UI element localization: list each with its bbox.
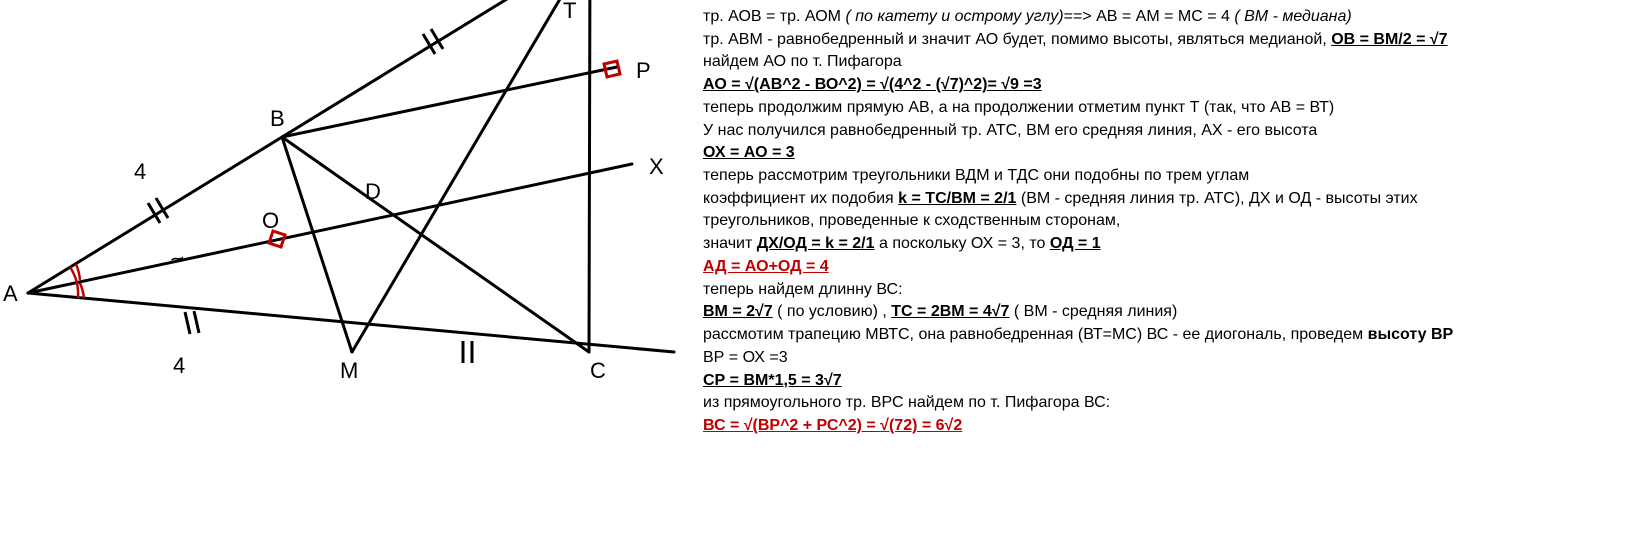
svg-text:~: ~	[168, 245, 187, 274]
label-D: D	[365, 179, 381, 204]
text-segment: рассмотим трапецию МВТС, она равнобедрен…	[703, 326, 1368, 343]
text-segment: ТС = 2ВМ = 4√7	[891, 303, 1009, 320]
text-segment: У нас получился равнобедренный тр. АТС, …	[703, 122, 1317, 139]
label-4a: 4	[134, 159, 146, 184]
solution-line: АД = АО+ОД = 4	[703, 256, 1630, 279]
solution-line: тр. АОВ = тр. АОМ ( по катету и острому …	[703, 6, 1630, 29]
text-segment: теперь найдем длинну ВС:	[703, 281, 903, 298]
label-O: O	[262, 208, 279, 233]
solution-line: тр. АВМ - равнобедренный и значит АО буд…	[703, 29, 1630, 52]
text-segment: ( ВМ - средняя линия)	[1009, 303, 1177, 320]
text-segment: найдем АО по т. Пифагора	[703, 53, 902, 70]
label-P: P	[636, 58, 651, 83]
label-T: T	[563, 0, 576, 23]
solution-line: У нас получился равнобедренный тр. АТС, …	[703, 120, 1630, 143]
solution-line: АО = √(АВ^2 - ВО^2) = √(4^2 - (√7)^2)= √…	[703, 74, 1630, 97]
label-B: B	[270, 106, 285, 131]
text-segment: тр. АОВ = тр. АОМ	[703, 8, 845, 25]
solution-line: из прямоугольного тр. ВРС найдем по т. П…	[703, 392, 1630, 415]
text-segment: ( ВМ - медиана)	[1234, 8, 1351, 25]
text-segment: ( по катету и острому углу)	[845, 8, 1063, 25]
text-segment: ВС = √(ВР^2 + РС^2) = √(72) = 6√2	[703, 417, 962, 434]
text-segment: а поскольку ОХ = 3, то	[875, 235, 1050, 252]
text-segment: АО = √(АВ^2 - ВО^2) = √(4^2 - (√7)^2)= √…	[703, 76, 1042, 93]
label-M: M	[340, 358, 358, 383]
solution-line: СР = ВМ*1,5 = 3√7	[703, 370, 1630, 393]
text-segment: СР = ВМ*1,5 = 3√7	[703, 372, 842, 389]
text-segment: ( по условию) ,	[773, 303, 892, 320]
text-segment: ОД = 1	[1050, 235, 1101, 252]
solution-line: ВМ = 2√7 ( по условию) , ТС = 2ВМ = 4√7 …	[703, 301, 1630, 324]
text-segment: теперь продолжим прямую АВ, а на продолж…	[703, 99, 1334, 116]
text-segment: ВМ = 2√7	[703, 303, 773, 320]
label-A: A	[3, 281, 18, 306]
label-X: X	[649, 154, 664, 179]
solution-line: ВС = √(ВР^2 + РС^2) = √(72) = 6√2	[703, 415, 1630, 438]
text-segment: значит	[703, 235, 757, 252]
text-segment: ==> АВ = АМ = МС = 4	[1064, 8, 1235, 25]
text-segment: ОВ = ВМ/2 = √7	[1331, 31, 1447, 48]
text-segment: ВР = ОХ =3	[703, 349, 788, 366]
solution-line: теперь найдем длинну ВС:	[703, 279, 1630, 302]
text-segment: из прямоугольного тр. ВРС найдем по т. П…	[703, 394, 1110, 411]
text-segment: коэффициент их подобия	[703, 190, 898, 207]
solution-line: треугольников, проведенные к сходственны…	[703, 210, 1630, 233]
label-C: C	[590, 358, 606, 383]
solution-text: тр. АОВ = тр. АОМ ( по катету и острому …	[703, 0, 1640, 536]
text-segment: теперь рассмотрим треугольники ВДМ и ТДС…	[703, 167, 1249, 184]
label-4b: 4	[173, 353, 185, 378]
text-segment: k = TC/BM = 2/1	[898, 190, 1016, 207]
text-segment: треугольников, проведенные к сходственны…	[703, 212, 1120, 229]
text-segment: АД = АО+ОД = 4	[703, 258, 829, 275]
text-segment: высоту ВР	[1368, 326, 1454, 343]
solution-line: значит ДХ/ОД = k = 2/1 а поскольку ОХ = …	[703, 233, 1630, 256]
solution-line: ВР = ОХ =3	[703, 347, 1630, 370]
solution-line: найдем АО по т. Пифагора	[703, 51, 1630, 74]
text-segment: ОХ = АО = 3	[703, 144, 795, 161]
text-segment: тр. АВМ - равнобедренный и значит АО буд…	[703, 31, 1331, 48]
geometry-diagram: ~ A B T M C P X O D 4 4	[0, 0, 703, 536]
text-segment: (ВМ - средняя линия тр. АТС), ДX и ОД - …	[1016, 190, 1417, 207]
solution-line: ОХ = АО = 3	[703, 142, 1630, 165]
solution-line: рассмотим трапецию МВТС, она равнобедрен…	[703, 324, 1630, 347]
solution-line: коэффициент их подобия k = TC/BM = 2/1 (…	[703, 188, 1630, 211]
solution-line: теперь продолжим прямую АВ, а на продолж…	[703, 97, 1630, 120]
text-segment: ДХ/ОД = k = 2/1	[757, 235, 875, 252]
solution-line: теперь рассмотрим треугольники ВДМ и ТДС…	[703, 165, 1630, 188]
